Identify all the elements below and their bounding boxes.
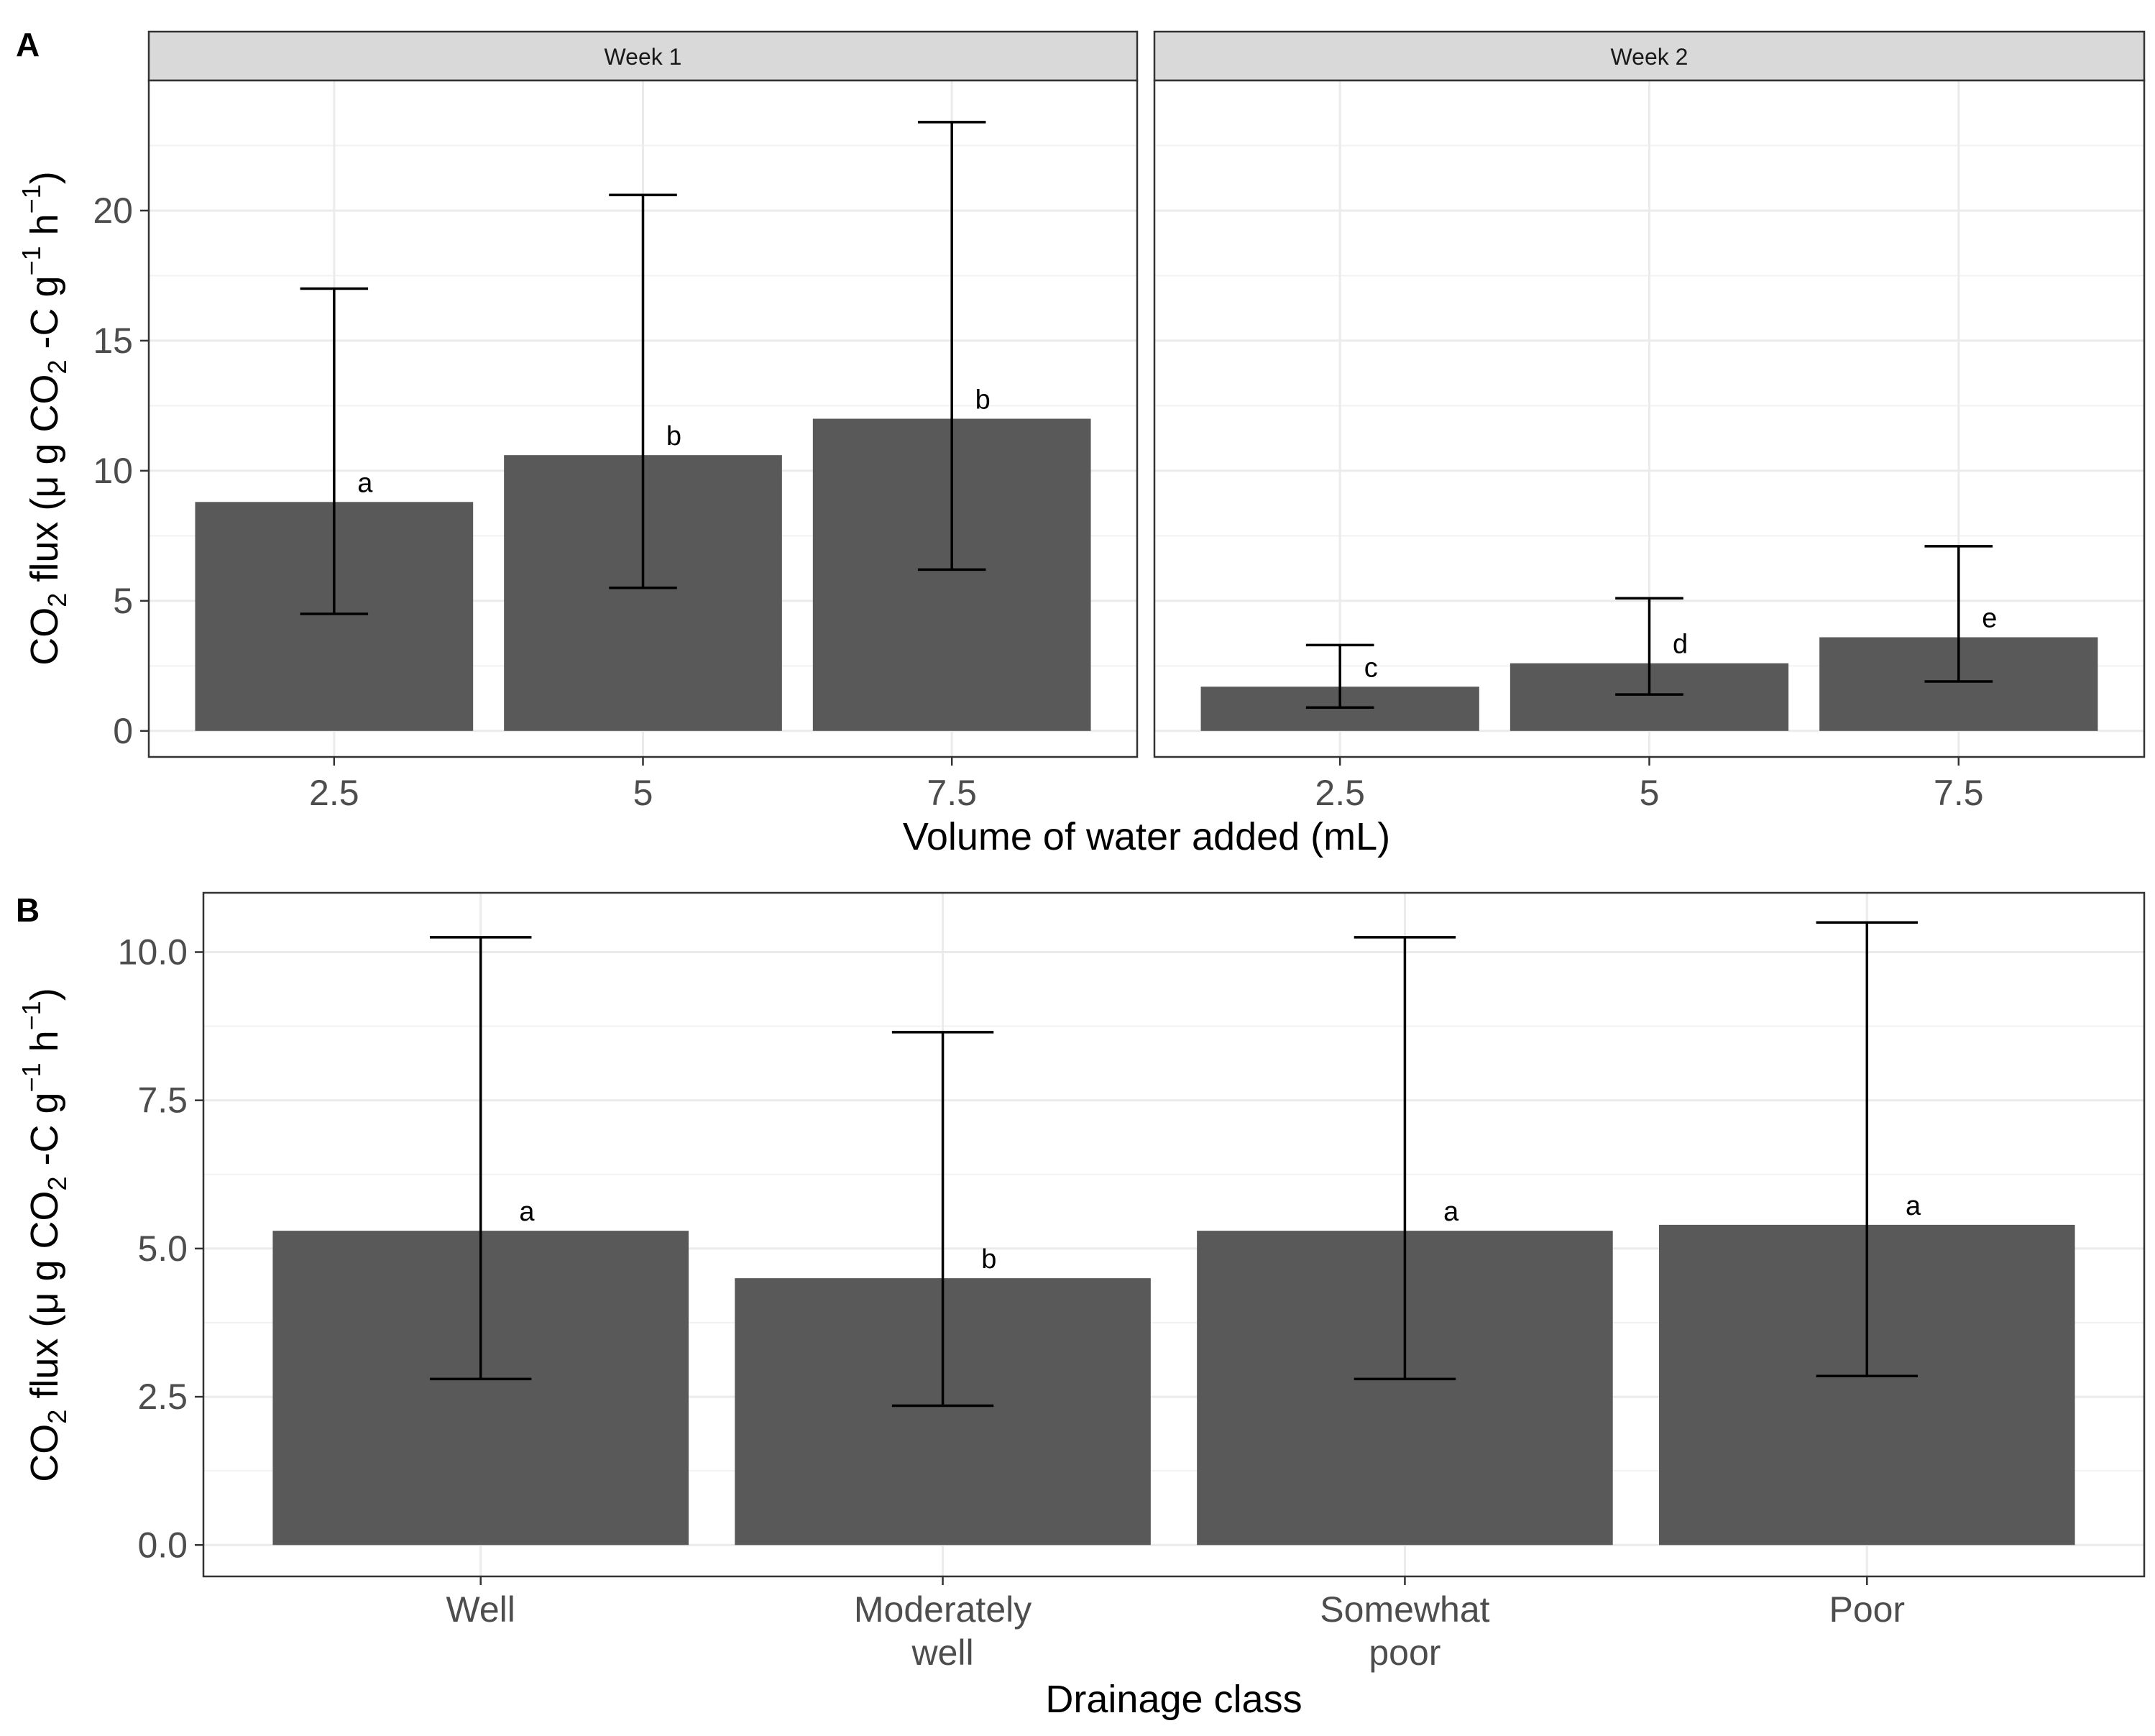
y-axis-title-part: flux (μ g CO [23, 374, 66, 592]
panel-a-facet-2-significance-letter: c [1364, 653, 1378, 683]
panel-b-x-tick-label: poor [1369, 1632, 1441, 1673]
panel-a: Week 1 a b b 0 5 10 15 20 2.5 5 7.5 Week 2 c d e 2.5 5 7.5… [17, 30, 2146, 858]
y-axis-title-part: 2 [42, 1176, 72, 1190]
y-axis-title-part: 2 [42, 1410, 72, 1424]
panel-a-facet-2-x-tick-label: 7.5 [1934, 773, 1984, 813]
panel-a-facet-2-x-tick-label: 2.5 [1315, 773, 1365, 813]
panel-a-facet-1-x-tick-label: 2.5 [309, 773, 359, 813]
panel-b-x-tick-label: Poor [1829, 1589, 1905, 1630]
panel-b-y-tick-label: 0.0 [137, 1525, 188, 1565]
panel-a-facet-1-y-tick-label: 20 [93, 190, 133, 231]
panel-a-facet-2-x-tick-label: 5 [1640, 773, 1660, 813]
panel-b-significance-letter: a [1443, 1197, 1459, 1227]
panel-a-facet-1-strip [147, 30, 1139, 82]
panel-b-y-tick-label: 7.5 [137, 1080, 188, 1121]
panel-a-facet-2-significance-letter: e [1982, 604, 1997, 634]
panel-b-x-tick-label: Somewhat [1320, 1589, 1489, 1630]
panel-b-letter: B [16, 891, 40, 929]
panel-a-facet-1-y-tick-label: 0 [113, 711, 133, 751]
panel-a-facet-1-x-tick-label: 5 [633, 773, 653, 813]
y-axis-title-part: h [23, 1030, 66, 1062]
panel-b-significance-letter: b [981, 1244, 996, 1275]
panel-a-facet-1-strip-label: Week 1 [605, 44, 682, 70]
y-axis-title-part: CO [23, 1424, 66, 1482]
panel-b-x-axis-title: Drainage class [1045, 1678, 1302, 1721]
y-axis-title-part: 2 [42, 359, 72, 374]
y-axis-title-part: 2 [42, 593, 72, 607]
panel-a-facet-2-significance-letter: d [1673, 630, 1688, 660]
panel-b-y-tick-label: 5.0 [137, 1228, 188, 1269]
panel-a-facet-1-y-tick-label: 10 [93, 451, 133, 491]
panel-b-x-tick-label: Moderately [854, 1589, 1031, 1630]
y-axis-title-part: ) [23, 988, 66, 1001]
panel-b-significance-letter: a [519, 1197, 535, 1227]
panel-b-x-tick-label: Well [446, 1589, 515, 1630]
panel-a-facet-1-significance-letter: a [357, 468, 373, 498]
y-axis-title-part: -C g [23, 275, 66, 359]
y-axis-title-part: ) [23, 171, 66, 184]
panel-a-x-axis-title: Volume of water added (mL) [903, 815, 1390, 858]
y-axis-title-part: flux (μ g CO [23, 1190, 66, 1409]
y-axis-title-part: −1 [17, 184, 46, 213]
panel-b-x-tick-label: well [911, 1632, 974, 1673]
panel-a-y-axis-title: CO2 flux (μ g CO2 -C g−1 h−1) [17, 171, 72, 665]
y-axis-title-part: CO [23, 607, 66, 666]
y-axis-title-part: h [23, 213, 66, 246]
panel-a-facet-2-strip [1153, 30, 2146, 82]
panel-a-facet-1-significance-letter: b [666, 421, 681, 451]
panel-a-facet-2-strip-label: Week 2 [1611, 44, 1688, 70]
y-axis-title-part: −1 [17, 246, 46, 275]
panel-a-facet-1-y-tick-label: 5 [113, 581, 133, 621]
panel-a-letter: A [16, 26, 40, 63]
panel-b-significance-letter: a [1906, 1191, 1921, 1221]
y-axis-title-part: -C g [23, 1092, 66, 1176]
panel-b-y-tick-label: 10.0 [118, 932, 188, 972]
panel-b-y-tick-label: 2.5 [137, 1377, 188, 1417]
panel-b-y-axis-title: CO2 flux (μ g CO2 -C g−1 h−1) [17, 988, 72, 1482]
y-axis-title-part: −1 [17, 1062, 46, 1092]
y-axis-title-part: −1 [17, 1001, 46, 1030]
panel-a-facet-1-significance-letter: b [975, 385, 991, 415]
panel-a-facet-1-y-tick-label: 15 [93, 321, 133, 361]
panel-b-panel-border [202, 891, 2146, 1578]
panel-a-facet-1-x-tick-label: 7.5 [927, 773, 977, 813]
